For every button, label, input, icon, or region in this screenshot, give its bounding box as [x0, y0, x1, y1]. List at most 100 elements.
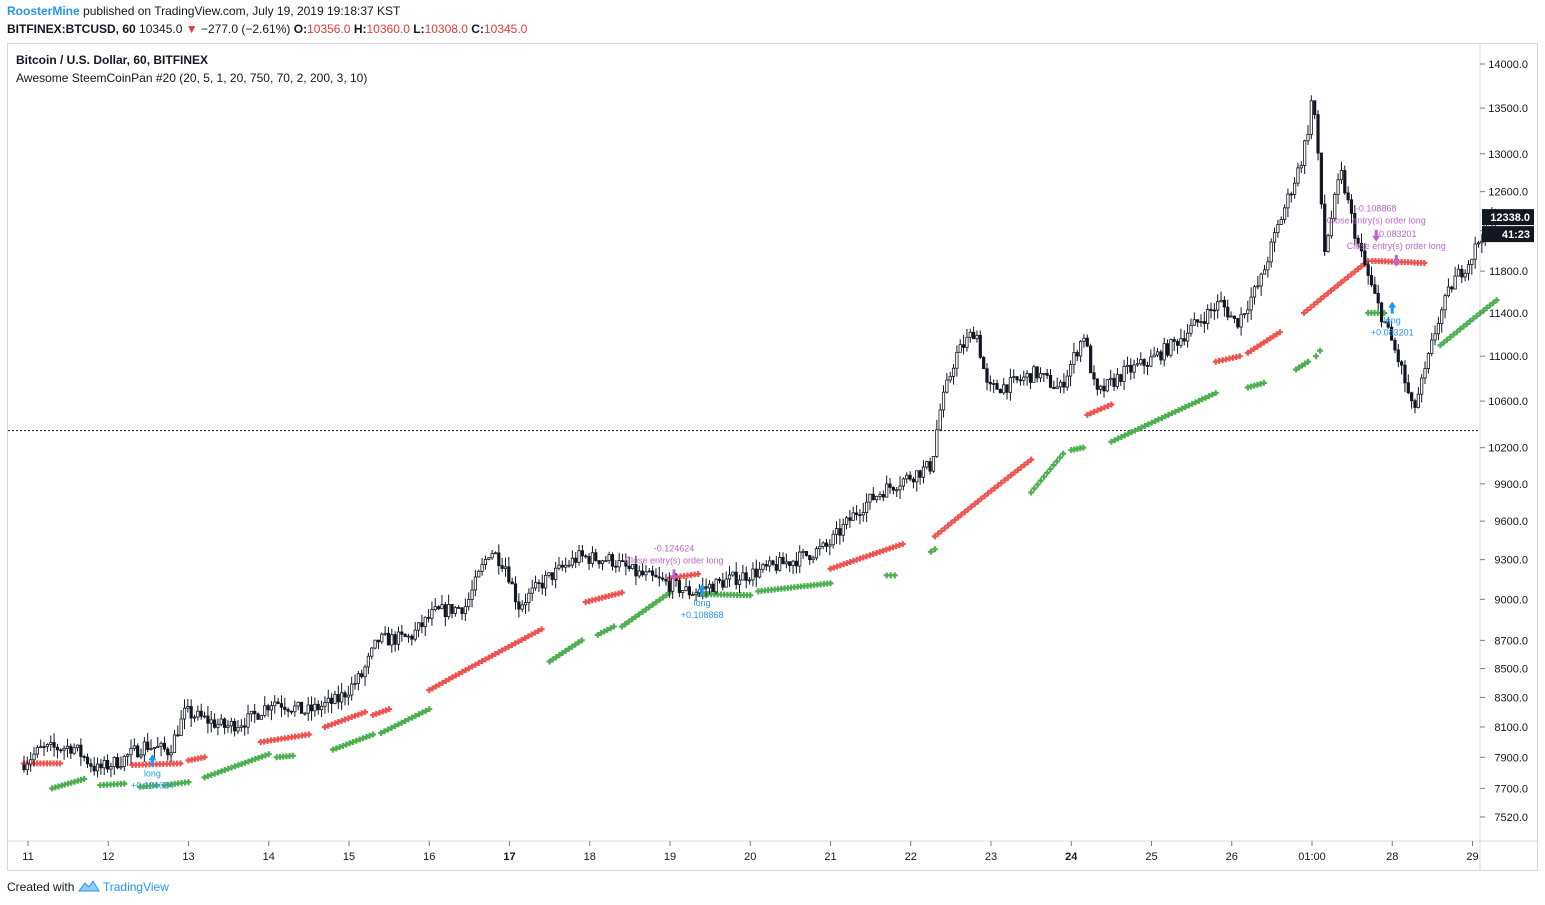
candle-body — [647, 570, 651, 573]
ohlc-low: L:10308.0 — [413, 22, 468, 36]
candle-body — [303, 712, 307, 715]
candle-body — [450, 603, 454, 614]
candle-body — [714, 578, 718, 593]
red-stop-marker — [968, 503, 975, 510]
candle-body — [704, 586, 708, 589]
candle-body — [326, 697, 330, 703]
candle-body — [637, 570, 641, 577]
candle-body — [1115, 374, 1119, 387]
candle-body — [316, 703, 320, 711]
candle-body — [85, 756, 90, 765]
green-stop-marker — [235, 762, 242, 769]
candle-body — [253, 710, 257, 715]
candle-body — [567, 564, 571, 567]
candle-body — [1052, 386, 1056, 389]
green-stop-marker — [384, 726, 391, 733]
author-name[interactable]: RoosterMine — [7, 4, 80, 18]
green-stop-marker — [1493, 297, 1500, 304]
candle-body — [600, 560, 605, 565]
candle-body — [911, 478, 916, 483]
green-stop-marker — [221, 767, 228, 774]
candle-body — [447, 603, 451, 618]
candle-body — [808, 555, 812, 561]
candle-body — [992, 383, 996, 385]
candle-body — [985, 368, 989, 383]
green-stop-marker — [553, 654, 560, 661]
candle-body — [199, 710, 203, 717]
candle-body — [373, 639, 377, 649]
candle-body — [383, 632, 387, 635]
red-stop-marker — [1324, 290, 1331, 297]
candle-body — [289, 710, 294, 713]
candle-body — [1025, 373, 1029, 378]
candle-body — [1226, 306, 1230, 318]
candle-body — [1155, 351, 1160, 356]
red-stop-marker — [492, 650, 499, 657]
candle-body — [212, 719, 217, 728]
red-stop-marker — [837, 562, 844, 569]
red-stop-marker — [358, 710, 365, 717]
candle-body — [1406, 382, 1410, 394]
green-stop-marker — [262, 752, 269, 759]
green-stop-marker — [402, 718, 409, 725]
green-stop-marker — [549, 656, 556, 663]
red-stop-marker — [896, 542, 903, 549]
candle-body — [527, 592, 531, 603]
red-stop-marker — [941, 525, 948, 532]
candle-body — [614, 565, 618, 568]
red-stop-marker — [508, 642, 515, 649]
long-label: long — [144, 768, 161, 778]
green-stop-marker — [201, 774, 208, 781]
red-stop-marker — [177, 760, 184, 767]
tradingview-brand[interactable]: TradingView — [102, 880, 169, 894]
red-stop-marker — [870, 551, 877, 558]
candle-body — [978, 334, 982, 358]
candle-body — [483, 559, 488, 565]
y-tick-label: 9000.0 — [1494, 594, 1528, 606]
candle-body — [1085, 337, 1089, 347]
candle-body — [734, 571, 738, 585]
red-stop-marker — [886, 545, 893, 552]
footer: Created with TradingView — [7, 880, 169, 894]
candle-body — [858, 514, 862, 517]
candle-body — [92, 765, 96, 772]
red-stop-marker — [974, 498, 981, 505]
candle-body — [370, 647, 374, 657]
red-stop-marker — [860, 554, 867, 561]
candle-body — [901, 478, 905, 487]
close-label: Close entry(s) order long — [1327, 216, 1426, 226]
green-stop-marker — [1453, 328, 1460, 335]
candle-body — [915, 470, 919, 483]
red-stop-marker — [1307, 304, 1314, 311]
candle-body — [306, 704, 310, 714]
price-chart[interactable]: Bitcoin / U.S. Dollar, 60, BITFINEX Awes… — [8, 44, 1537, 870]
candle-body — [577, 550, 581, 563]
green-stop-marker — [245, 758, 252, 765]
green-stop-marker — [289, 752, 296, 759]
green-stop-marker — [607, 625, 614, 632]
chart-frame[interactable]: Bitcoin / U.S. Dollar, 60, BITFINEX Awes… — [7, 43, 1538, 871]
candle-body — [353, 682, 357, 685]
candle-body — [1473, 243, 1477, 260]
candle-body — [574, 557, 578, 563]
red-stop-marker — [1248, 347, 1255, 354]
red-stop-marker — [469, 663, 476, 670]
tradingview-logo-icon[interactable] — [77, 880, 100, 892]
candle-body — [279, 703, 284, 708]
candle-body — [1062, 381, 1066, 388]
candle-body — [1012, 376, 1016, 379]
candle-body — [179, 718, 183, 736]
candle-body — [400, 631, 404, 635]
candle-body — [350, 683, 354, 696]
x-tick-label: 28 — [1386, 851, 1398, 863]
green-stop-marker — [1152, 418, 1159, 425]
close-arrow-icon — [1392, 254, 1401, 267]
red-stop-marker — [971, 501, 978, 508]
candle-body — [865, 501, 869, 513]
candle-body — [403, 633, 407, 638]
close-label: Close entry(s) order long — [624, 555, 723, 565]
red-stop-marker — [475, 659, 482, 666]
red-stop-marker — [1028, 456, 1035, 463]
x-tick-label: 22 — [905, 851, 917, 863]
candle-body — [1005, 384, 1009, 393]
